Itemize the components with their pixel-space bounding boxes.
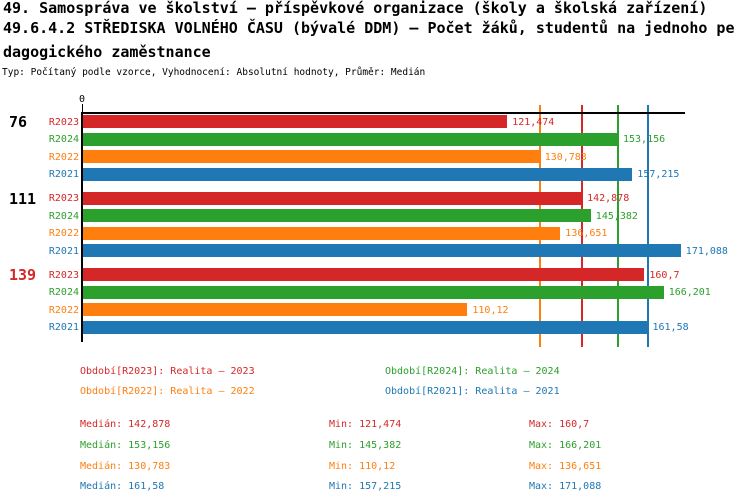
bar-value-label: 121,474: [512, 116, 555, 128]
bar-value-label: 153,156: [623, 134, 666, 145]
series-row-label-R2024: R2024: [48, 210, 79, 222]
stat-min-R2021: Min: 157,215: [329, 481, 402, 492]
bar-value-label: 136,651: [565, 228, 608, 240]
legend-item-R2022: Období[R2022]: Realita – 2022: [80, 386, 255, 397]
bar-139-R2021: [83, 320, 648, 334]
bar-111-R2023: [83, 191, 583, 205]
x-axis-line: [82, 112, 685, 114]
series-row-label-R2022: R2022: [48, 304, 79, 316]
bar-111-R2024: [83, 209, 591, 223]
stat-max-R2023: Max: 160,7: [529, 419, 590, 430]
median-line-R2021: [646, 105, 649, 347]
stat-max-R2022: Max: 136,651: [529, 460, 602, 472]
stat-max-R2021: Max: 171,088: [529, 481, 602, 492]
series-row-label-R2022: R2022: [48, 228, 79, 240]
category-label-139: 139: [9, 266, 37, 285]
median-line-R2024: [617, 105, 619, 347]
bar-value-label: 142,878: [587, 193, 630, 205]
series-row-label-R2024: R2024: [48, 287, 79, 299]
series-row-label-R2023: R2023: [48, 269, 79, 281]
category-label-111: 111: [9, 189, 37, 208]
category-label-76: 76: [9, 113, 28, 131]
bar-76-R2021: [83, 167, 633, 181]
bar-value-label: 161,58: [652, 322, 689, 334]
bar-139-R2022: [83, 303, 468, 317]
bar-value-label: 110,12: [472, 304, 509, 316]
bar-value-label: 160,7: [649, 269, 680, 281]
median-line-R2023: [581, 105, 584, 347]
stat-median-R2023: Medián: 142,878: [80, 419, 171, 430]
stat-min-R2022: Min: 110,12: [329, 460, 396, 472]
median-line-R2022: [538, 105, 541, 347]
bar-76-R2024: [83, 132, 618, 146]
stat-median-R2021: Medián: 161,58: [80, 481, 165, 492]
x-axis-zero-label: 0: [78, 94, 86, 105]
bar-139-R2023: [83, 268, 645, 282]
bar-139-R2024: [83, 285, 664, 299]
series-row-label-R2022: R2022: [48, 151, 79, 163]
page-title-line1: 49. Samospráva ve školství – příspěvkové…: [3, 0, 708, 17]
stat-min-R2023: Min: 121,474: [329, 419, 402, 430]
series-row-label-R2021: R2021: [48, 322, 79, 334]
bar-value-label: 166,201: [668, 287, 711, 299]
x-axis-zero-tick: [82, 104, 83, 112]
bar-76-R2022: [83, 150, 540, 163]
page-title-line3: dagogického zaměstnance: [3, 43, 211, 61]
stat-min-R2024: Min: 145,382: [329, 440, 402, 451]
series-row-label-R2024: R2024: [48, 134, 79, 145]
series-row-label-R2021: R2021: [48, 169, 79, 180]
series-row-label-R2023: R2023: [48, 116, 79, 128]
series-row-label-R2021: R2021: [48, 245, 79, 257]
chart-subtitle: Typ: Počítaný podle vzorce, Vyhodnocení:…: [2, 67, 426, 78]
bar-111-R2021: [83, 244, 681, 258]
bar-76-R2023: [83, 115, 508, 128]
bar-value-label: 171,088: [685, 245, 728, 257]
page-title-line2: 49.6.4.2 STŘEDISKA VOLNÉHO ČASU (bývalé …: [3, 19, 735, 37]
legend-item-R2023: Období[R2023]: Realita – 2023: [80, 366, 255, 377]
legend-item-R2024: Období[R2024]: Realita – 2024: [385, 366, 560, 377]
bar-111-R2022: [83, 226, 561, 240]
stat-median-R2024: Medián: 153,156: [80, 440, 171, 451]
y-axis-line: [81, 112, 83, 342]
legend-item-R2021: Období[R2021]: Realita – 2021: [385, 386, 560, 397]
bar-value-label: 145,382: [595, 210, 638, 222]
stat-max-R2024: Max: 166,201: [529, 440, 602, 451]
stat-median-R2022: Medián: 130,783: [80, 460, 171, 472]
bar-value-label: 157,215: [637, 169, 680, 180]
bar-value-label: 130,783: [544, 151, 587, 163]
series-row-label-R2023: R2023: [48, 193, 79, 205]
